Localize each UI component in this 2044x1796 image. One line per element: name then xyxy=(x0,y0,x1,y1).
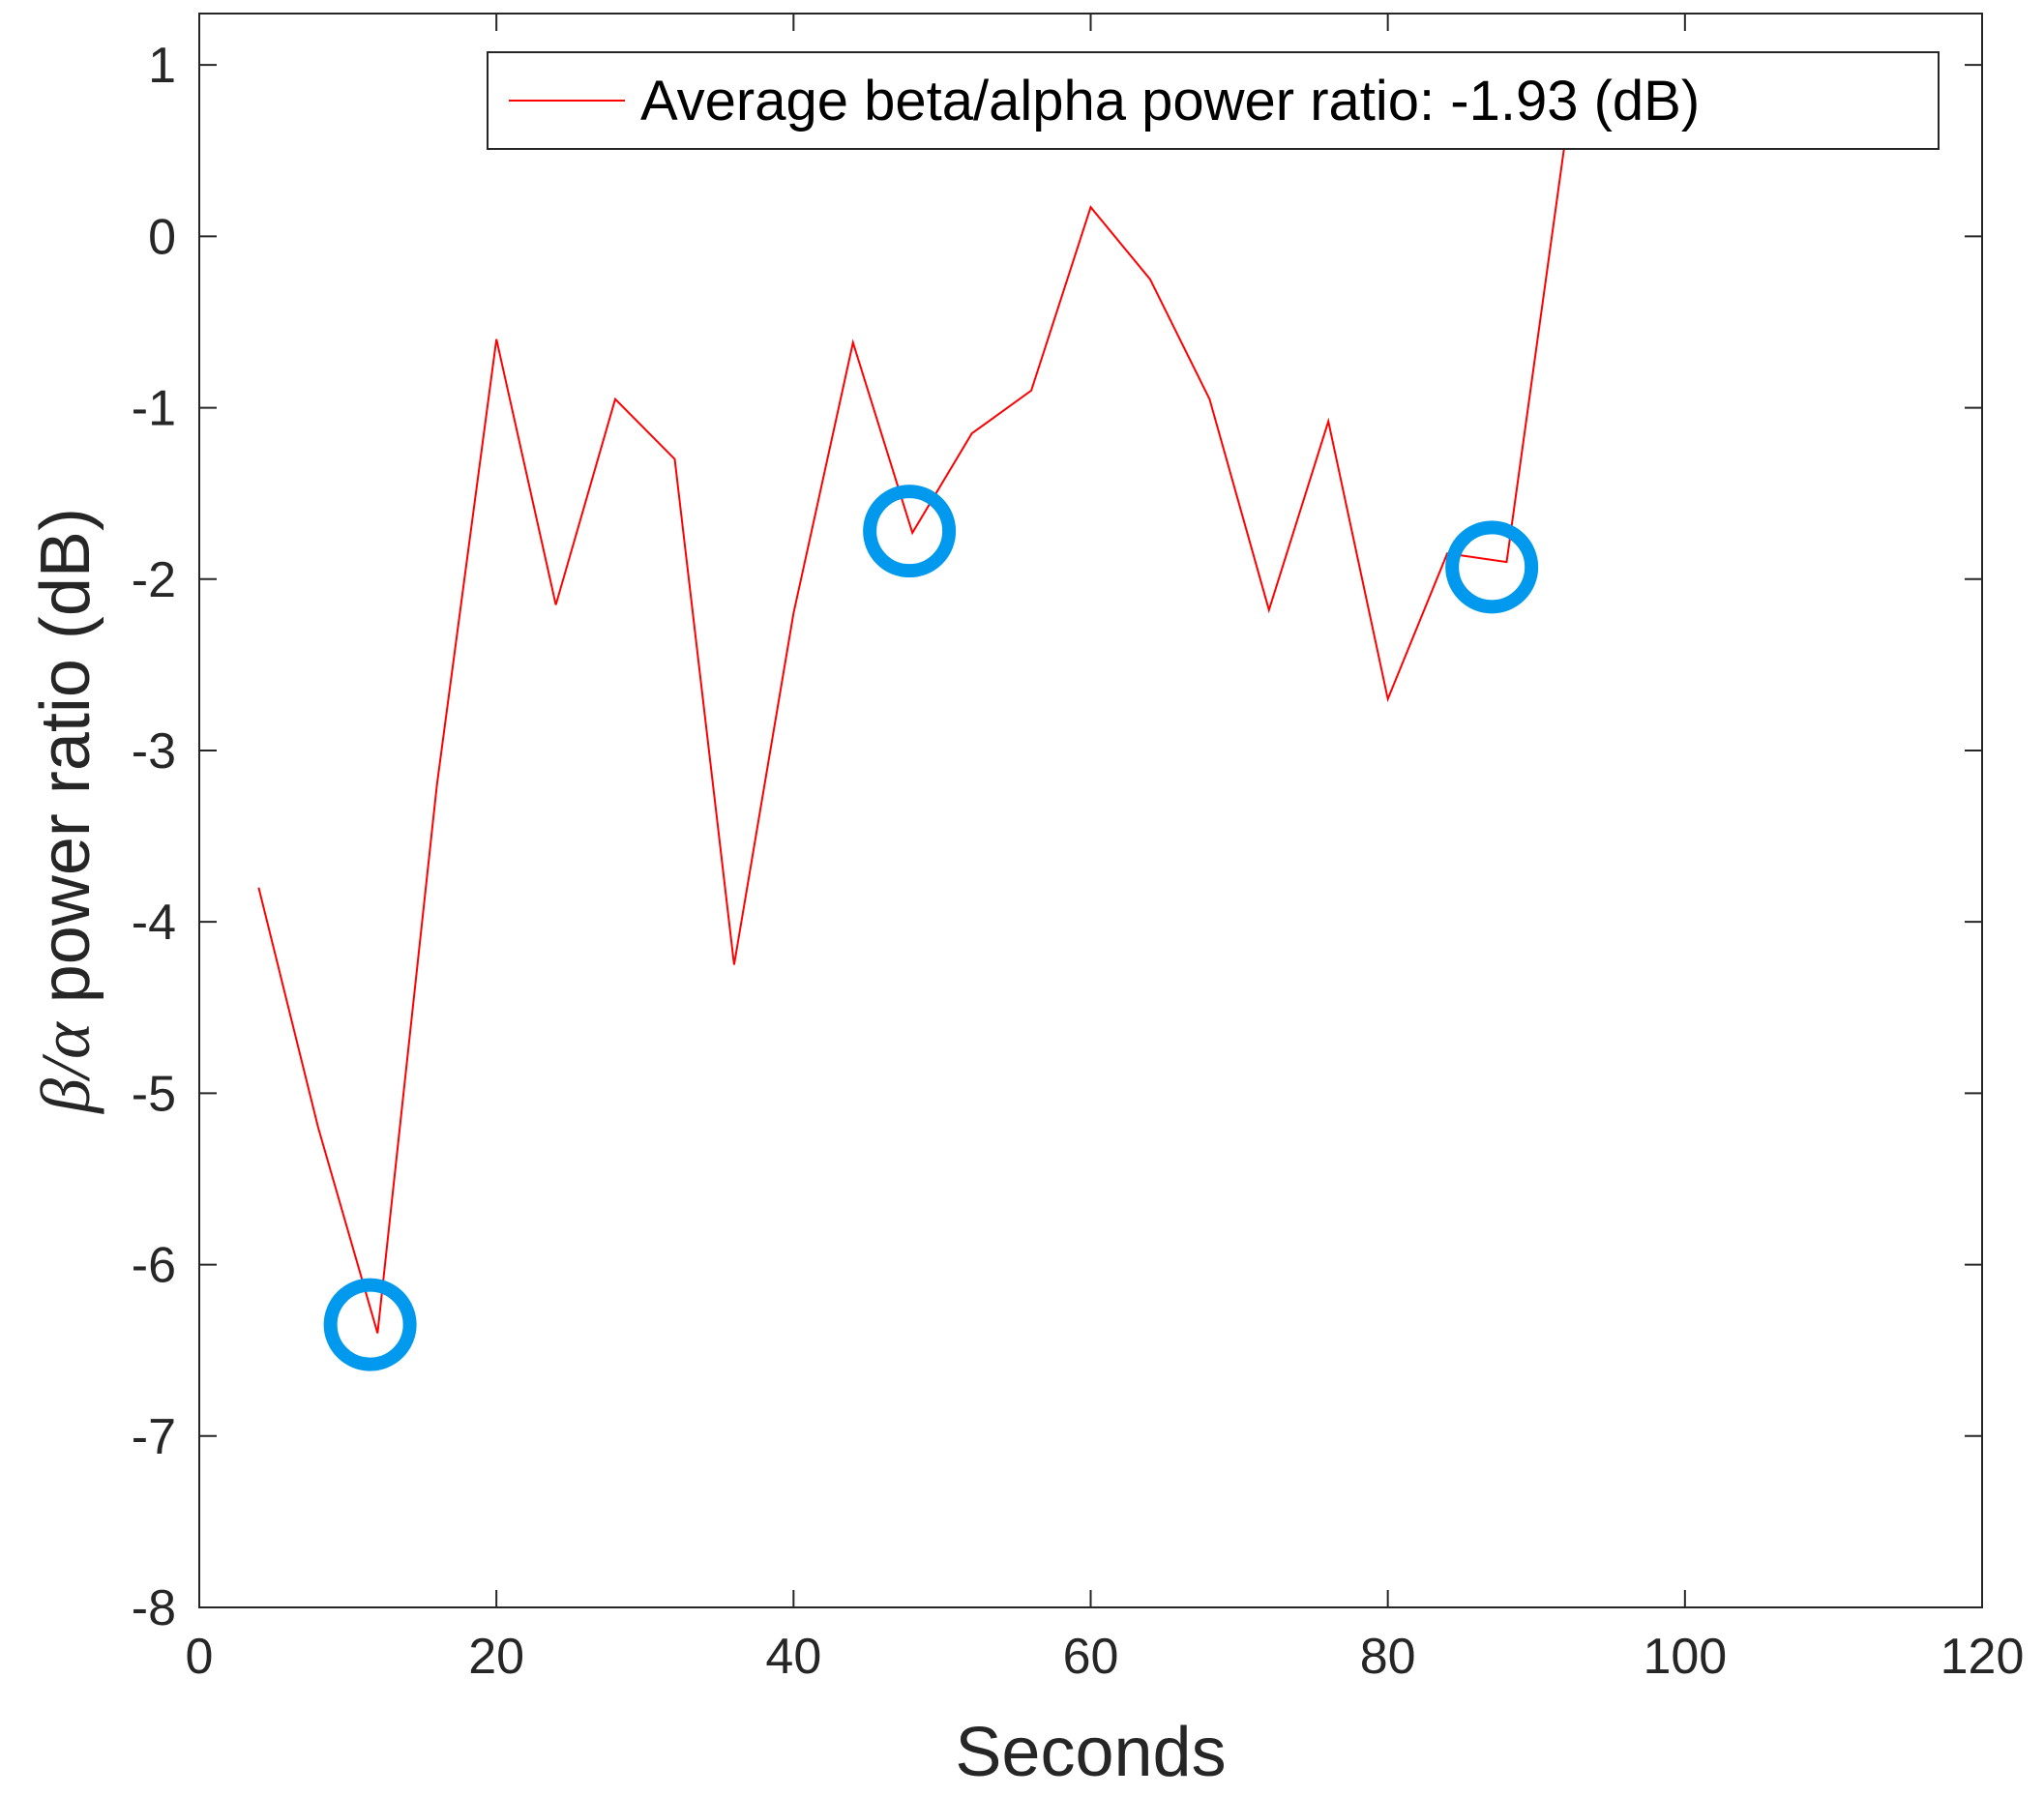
x-tick-label: 20 xyxy=(468,1629,524,1685)
y-tick-label: -2 xyxy=(132,552,176,608)
x-tick-label: 100 xyxy=(1643,1629,1727,1685)
x-tick-label: 0 xyxy=(186,1629,214,1685)
x-tick-label: 80 xyxy=(1360,1629,1416,1685)
y-tick-label: 0 xyxy=(148,209,176,265)
y-tick-label: -3 xyxy=(132,723,176,780)
x-tick-label: 60 xyxy=(1063,1629,1119,1685)
y-tick-label: -4 xyxy=(132,895,176,951)
plot-area-frame xyxy=(199,14,1982,1607)
y-tick-label: -5 xyxy=(132,1066,176,1122)
y-tick-label: -6 xyxy=(132,1238,176,1294)
y-tick-label: -8 xyxy=(132,1580,176,1636)
y-axis-title: β/α power ratio (dB) xyxy=(27,508,104,1115)
x-axis-title: Seconds xyxy=(955,1714,1226,1791)
y-tick-label: -7 xyxy=(132,1409,176,1465)
y-axis-title-text: power ratio (dB) xyxy=(27,508,104,1022)
legend: Average beta/alpha power ratio: -1.93 (d… xyxy=(488,52,1939,149)
x-tick-label: 40 xyxy=(765,1629,821,1685)
y-tick-label: 1 xyxy=(148,38,176,94)
legend-label: Average beta/alpha power ratio: -1.93 (d… xyxy=(640,70,1700,132)
y-axis-title-symbol: β/α xyxy=(27,1021,104,1115)
y-tick-label: -1 xyxy=(132,381,176,437)
x-tick-label: 120 xyxy=(1940,1629,2025,1685)
